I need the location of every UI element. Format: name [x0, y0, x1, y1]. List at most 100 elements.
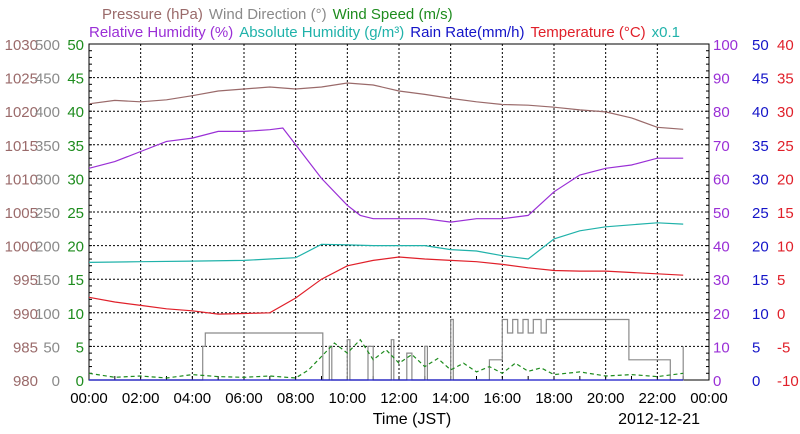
rain-rate-tick-label: 45 — [752, 71, 769, 88]
rain-rate-tick-label: 40 — [752, 104, 769, 121]
pressure-tick-label: 1010 — [5, 171, 38, 188]
wind-speed-tick-label: 20 — [67, 239, 84, 256]
pressure-tick-label: 1025 — [5, 71, 38, 88]
wind-speed-tick-label: 25 — [67, 205, 84, 222]
temperature-tick-label: 25 — [777, 138, 794, 155]
wind-speed-tick-label: 15 — [67, 272, 84, 289]
temperature-tick-label: 0 — [777, 306, 785, 323]
temperature-tick-label: 35 — [777, 71, 794, 88]
pressure-tick-label: 980 — [13, 373, 38, 390]
legend-line-2: Relative Humidity (%) Absolute Humidity (… — [89, 24, 680, 41]
x-tick-label: 04:00 — [174, 390, 212, 407]
legend-line-1: Pressure (hPa) Wind Direction (°) Wind Spe… — [102, 6, 453, 23]
wind-speed-tick-label: 10 — [67, 306, 84, 323]
series-temperature — [88, 256, 684, 315]
humidity-tick-label: 20 — [713, 306, 730, 323]
pressure-tick-label: 1005 — [5, 205, 38, 222]
wind-speed-tick-label: 5 — [76, 339, 84, 356]
humidity-tick-label: 30 — [713, 272, 730, 289]
pressure-tick-label: 1000 — [5, 239, 38, 256]
wind-direction-tick-label: 300 — [35, 171, 60, 188]
humidity-tick-label: 80 — [713, 104, 730, 121]
wind-direction-tick-label: 50 — [43, 339, 60, 356]
series-layer — [88, 82, 684, 381]
humidity-tick-label: 90 — [713, 71, 730, 88]
wind-speed-tick-label: 0 — [76, 373, 84, 390]
humidity-tick-label: 50 — [713, 205, 730, 222]
date-label: 2012-12-21 — [618, 411, 700, 428]
humidity-tick-label: 70 — [713, 138, 730, 155]
series-pressure — [88, 82, 684, 130]
grid-lines — [89, 44, 709, 380]
wind-direction-tick-label: 0 — [52, 373, 60, 390]
rain-rate-tick-label: 25 — [752, 205, 769, 222]
rain-rate-tick-label: 5 — [752, 339, 760, 356]
temperature-tick-label: 5 — [777, 272, 785, 289]
pressure-axis: 1030 1025 1020 1015 1010 1005 1000 995 990 985 980 — [5, 37, 38, 390]
wind-direction-tick-label: 500 — [35, 37, 60, 54]
x-tick-label: 18:00 — [535, 390, 573, 407]
x-tick-label: 14:00 — [432, 390, 470, 407]
wind-direction-tick-label: 450 — [35, 71, 60, 88]
legend-item-a-0: Pressure (hPa) — [102, 6, 203, 23]
temperature-tick-label: 20 — [777, 171, 794, 188]
legend-item-b-4: x0.1 — [652, 24, 680, 41]
x-tick-label: 12:00 — [380, 390, 418, 407]
x-tick-label: 10:00 — [329, 390, 367, 407]
legend-item-b-1: Absolute Humidity (g/m³) — [239, 24, 404, 41]
pressure-tick-label: 1020 — [5, 104, 38, 121]
time-axis: 00:00 02:00 04:00 06:00 08:00 10:00 12:00 14:00… — [70, 390, 728, 407]
pressure-tick-label: 1030 — [5, 37, 38, 54]
legend-item-a-1: Wind Direction (°) — [209, 6, 327, 23]
wind-direction-tick-label: 100 — [35, 306, 60, 323]
wind-direction-tick-label: 250 — [35, 205, 60, 222]
legend-item-b-2: Rain Rate(mm/h) — [410, 24, 524, 41]
pressure-tick-label: 995 — [13, 272, 38, 289]
pressure-tick-label: 985 — [13, 339, 38, 356]
wind-speed-tick-label: 40 — [67, 104, 84, 121]
wind-direction-tick-label: 150 — [35, 272, 60, 289]
humidity-tick-label: 40 — [713, 239, 730, 256]
legend-item-b-3: Temperature (°C) — [530, 24, 645, 41]
temperature-tick-label: 10 — [777, 239, 794, 256]
rain-rate-tick-label: 35 — [752, 138, 769, 155]
wind-speed-tick-label: 50 — [67, 37, 84, 54]
temperature-tick-label: -10 — [777, 373, 799, 390]
wind-direction-tick-label: 200 — [35, 239, 60, 256]
x-tick-label: 08:00 — [277, 390, 315, 407]
rain-rate-tick-label: 30 — [752, 171, 769, 188]
rain-rate-tick-label: 50 — [752, 37, 769, 54]
humidity-tick-label: 60 — [713, 171, 730, 188]
wind-speed-tick-label: 35 — [67, 138, 84, 155]
x-tick-label: 20:00 — [587, 390, 625, 407]
wind-speed-tick-label: 30 — [67, 171, 84, 188]
pressure-tick-label: 990 — [13, 306, 38, 323]
series-wind-speed — [88, 338, 684, 379]
temperature-axis: 40 35 30 25 20 15 10 5 0 -5 -10 — [777, 37, 799, 390]
x-axis-title: Time (JST) — [373, 411, 452, 428]
temperature-tick-label: 40 — [777, 37, 794, 54]
wind-speed-tick-label: 45 — [67, 71, 84, 88]
x-tick-label: 00:00 — [690, 390, 728, 407]
x-tick-label: 16:00 — [484, 390, 522, 407]
humidity-tick-label: 100 — [713, 37, 738, 54]
wind-direction-tick-label: 400 — [35, 104, 60, 121]
wind-direction-tick-label: 350 — [35, 138, 60, 155]
temperature-tick-label: 30 — [777, 104, 794, 121]
x-tick-label: 02:00 — [122, 390, 160, 407]
temperature-tick-label: 15 — [777, 205, 794, 222]
x-tick-label: 06:00 — [225, 390, 263, 407]
rain-rate-tick-label: 20 — [752, 239, 769, 256]
rain-rate-tick-label: 0 — [752, 373, 760, 390]
series-relative-humidity — [88, 127, 684, 223]
rain-rate-tick-label: 10 — [752, 306, 769, 323]
series-absolute-humidity — [88, 222, 684, 263]
humidity-tick-label: 10 — [713, 339, 730, 356]
humidity-tick-label: 0 — [713, 373, 721, 390]
